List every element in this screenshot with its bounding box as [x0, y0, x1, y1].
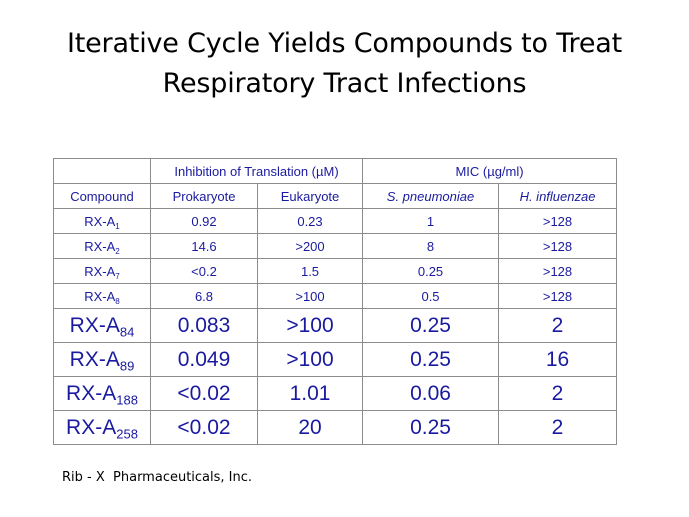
- compound-cell: RX-A1: [53, 208, 151, 234]
- slide-title-line-1: Iterative Cycle Yields Compounds to Trea…: [67, 28, 622, 59]
- table-row: RX-A1 0.92 0.23 1 >128: [53, 208, 618, 234]
- compound-subscript: 1: [115, 221, 120, 231]
- compound-name: RX-A: [69, 313, 120, 337]
- footer-credit: Rib - X Pharmaceuticals, Inc.: [62, 470, 253, 485]
- compound-subscript: 8: [115, 296, 120, 306]
- eukaryote-cell: 1.01: [256, 376, 364, 411]
- column-header-h-influenzae: H. influenzae: [498, 183, 618, 209]
- compound-subscript: 258: [116, 426, 138, 442]
- compound-subscript: 7: [115, 271, 120, 281]
- group-header-mic: MIC (µg/ml): [362, 158, 618, 184]
- eukaryote-cell: 0.23: [256, 208, 364, 234]
- s-pneumoniae-cell: 0.25: [362, 342, 500, 377]
- compound-subscript: 89: [119, 358, 135, 374]
- h-influenzae-cell: 16: [498, 342, 618, 377]
- table-row: RX-A89 0.049 >100 0.25 16: [53, 342, 618, 377]
- eukaryote-cell: >200: [256, 233, 364, 259]
- h-influenzae-cell: >128: [498, 208, 618, 234]
- compound-cell: RX-A258: [53, 410, 151, 445]
- compound-subscript: 188: [116, 392, 138, 408]
- column-header-s-pneumoniae: S. pneumoniae: [362, 183, 500, 209]
- eukaryote-cell: >100: [256, 283, 364, 309]
- h-influenzae-cell: 2: [498, 410, 618, 445]
- prokaryote-cell: 14.6: [150, 233, 258, 259]
- s-pneumoniae-cell: 8: [362, 233, 500, 259]
- compound-cell: RX-A2: [53, 233, 151, 259]
- compound-name: RX-A: [84, 213, 116, 229]
- table-row: RX-A188 <0.02 1.01 0.06 2: [53, 376, 618, 411]
- s-pneumoniae-cell: 0.25: [362, 258, 500, 284]
- s-pneumoniae-cell: 0.25: [362, 308, 500, 343]
- compound-name: RX-A: [69, 347, 120, 371]
- compound-subscript: 2: [115, 246, 120, 256]
- column-header-eukaryote: Eukaryote: [256, 183, 364, 209]
- table-row: RX-A8 6.8 >100 0.5 >128: [53, 283, 618, 309]
- compound-name: RX-A: [84, 238, 116, 254]
- group-header-empty: [53, 158, 151, 184]
- prokaryote-cell: <0.02: [150, 410, 258, 445]
- slide-title: Iterative Cycle Yields Compounds to Trea…: [0, 24, 689, 104]
- compound-subscript: 84: [119, 324, 135, 340]
- compound-cell: RX-A188: [53, 376, 151, 411]
- slide-title-line-2: Respiratory Tract Infections: [162, 68, 527, 99]
- s-pneumoniae-cell: 0.06: [362, 376, 500, 411]
- eukaryote-cell: 20: [256, 410, 364, 445]
- column-header-row: Compound Prokaryote Eukaryote S. pneumon…: [53, 183, 618, 209]
- prokaryote-cell: 6.8: [150, 283, 258, 309]
- table-row: RX-A7 <0.2 1.5 0.25 >128: [53, 258, 618, 284]
- table-row: RX-A84 0.083 >100 0.25 2: [53, 308, 618, 343]
- h-influenzae-cell: 2: [498, 376, 618, 411]
- compound-cell: RX-A89: [53, 342, 151, 377]
- compound-name: RX-A: [84, 263, 116, 279]
- h-influenzae-cell: >128: [498, 258, 618, 284]
- group-header-row: Inhibition of Translation (µM) MIC (µg/m…: [53, 158, 618, 184]
- column-header-prokaryote: Prokaryote: [150, 183, 258, 209]
- prokaryote-cell: 0.92: [150, 208, 258, 234]
- compound-name: RX-A: [84, 288, 116, 304]
- compound-name: RX-A: [66, 415, 117, 439]
- compound-name: RX-A: [66, 381, 117, 405]
- h-influenzae-cell: 2: [498, 308, 618, 343]
- group-header-inhibition: Inhibition of Translation (µM): [149, 158, 364, 184]
- prokaryote-cell: <0.02: [150, 376, 258, 411]
- compound-cell: RX-A84: [53, 308, 151, 343]
- h-influenzae-cell: >128: [498, 233, 618, 259]
- s-pneumoniae-cell: 0.25: [362, 410, 500, 445]
- data-table: Inhibition of Translation (µM) MIC (µg/m…: [53, 158, 618, 445]
- table-row: RX-A2 14.6 >200 8 >128: [53, 233, 618, 259]
- prokaryote-cell: <0.2: [150, 258, 258, 284]
- s-pneumoniae-cell: 1: [362, 208, 500, 234]
- compound-cell: RX-A7: [53, 258, 151, 284]
- prokaryote-cell: 0.083: [150, 308, 258, 343]
- s-pneumoniae-cell: 0.5: [362, 283, 500, 309]
- eukaryote-cell: >100: [256, 308, 364, 343]
- h-influenzae-cell: >128: [498, 283, 618, 309]
- compound-cell: RX-A8: [53, 283, 151, 309]
- eukaryote-cell: 1.5: [256, 258, 364, 284]
- eukaryote-cell: >100: [256, 342, 364, 377]
- table-row: RX-A258 <0.02 20 0.25 2: [53, 410, 618, 445]
- column-header-compound: Compound: [53, 183, 151, 209]
- prokaryote-cell: 0.049: [150, 342, 258, 377]
